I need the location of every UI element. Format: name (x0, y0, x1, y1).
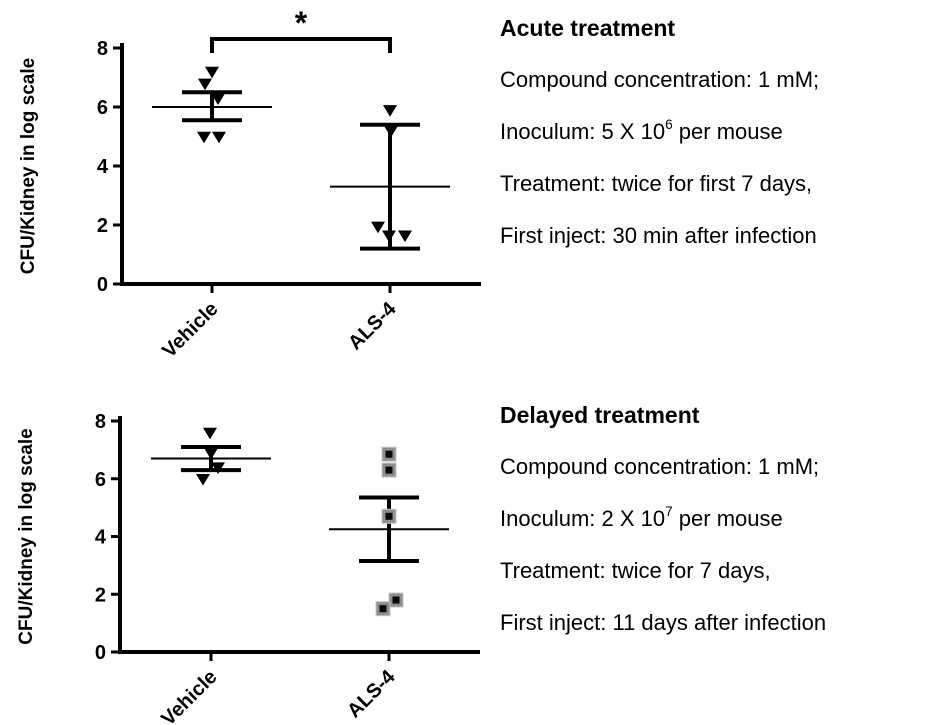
x-category-label: ALS-4 (343, 665, 400, 722)
data-point-triangle (203, 427, 217, 440)
note-superscript: 7 (665, 503, 673, 519)
y-tick-label: 2 (95, 584, 106, 606)
group-als-4: ALS-4 (330, 105, 450, 354)
note-text: per mouse (672, 119, 783, 144)
acute-note-line-concentration: Compound concentration: 1 mM; (500, 54, 926, 106)
x-category-label: Vehicle (157, 666, 221, 725)
note-text: First inject: 11 days after infection (500, 610, 827, 635)
x-category-label: ALS-4 (344, 297, 401, 354)
acute-note-line-first-inject: First inject: 30 min after infection (500, 210, 926, 262)
y-axis-label: CFU/Kidney in log scale (16, 428, 37, 644)
note-superscript: 6 (665, 116, 673, 132)
y-tick-label: 6 (95, 469, 106, 491)
acute-notes-block: Acute treatment Compound concentration: … (500, 2, 926, 262)
x-category-label: Vehicle (158, 298, 222, 362)
significance-bracket (210, 37, 392, 53)
delayed-note-line-inoculum: Inoculum: 2 X 107 per mouse (500, 493, 926, 545)
data-point-square-center (379, 605, 387, 613)
y-tick-label: 8 (97, 38, 108, 60)
note-text: Inoculum: 5 X 10 (500, 119, 666, 144)
data-point-square-center (385, 466, 393, 474)
note-text: per mouse (672, 506, 783, 531)
data-point-triangle (398, 230, 412, 243)
y-tick-label: 4 (97, 156, 109, 178)
data-point-square-center (385, 450, 393, 458)
note-text: Compound concentration: 1 mM; (500, 67, 820, 92)
acute-notes-title: Acute treatment (500, 15, 676, 41)
note-text: Treatment: twice for first 7 days, (500, 171, 813, 196)
delayed-note-line-first-inject: First inject: 11 days after infection (500, 597, 926, 649)
data-point-triangle (371, 221, 385, 234)
delayed-notes-block: Delayed treatment Compound concentration… (500, 389, 926, 649)
note-text: Compound concentration: 1 mM; (500, 454, 820, 479)
data-point-triangle (196, 473, 210, 486)
y-tick-label: 6 (97, 97, 108, 119)
data-point-triangle (212, 131, 226, 144)
data-point-square-center (385, 512, 393, 520)
y-tick-label: 0 (97, 274, 108, 296)
delayed-notes-title: Delayed treatment (500, 402, 700, 428)
data-point-triangle (197, 131, 211, 144)
group-als-4: ALS-4 (329, 446, 449, 722)
data-point-triangle (383, 105, 397, 117)
group-vehicle: Vehicle (152, 66, 272, 362)
y-tick-label: 4 (95, 527, 107, 549)
y-axis-label: CFU/Kidney in log scale (18, 58, 39, 274)
significance-star: * (295, 5, 308, 41)
delayed-note-line-treatment: Treatment: twice for 7 days, (500, 545, 926, 597)
data-point-triangle (211, 93, 225, 105)
data-point-triangle (205, 66, 219, 79)
data-point-triangle (198, 78, 212, 91)
y-tick-label: 0 (95, 642, 106, 664)
delayed-treatment-chart: 0 2 4 6 8 CFU/Kidney in log scale Vehicle ALS-4 (16, 411, 480, 725)
data-point-square-center (392, 596, 400, 604)
data-point-triangle (204, 447, 218, 460)
acute-treatment-chart: 0 2 4 6 8 CFU/Kidney in log scale Vehicle ALS-4… (18, 5, 481, 362)
note-text: Inoculum: 2 X 10 (500, 506, 666, 531)
data-point-triangle (211, 462, 225, 474)
note-text: Treatment: twice for 7 days, (500, 558, 771, 583)
y-tick-label: 2 (97, 215, 108, 237)
acute-note-line-treatment: Treatment: twice for first 7 days, (500, 158, 926, 210)
y-tick-label: 8 (95, 411, 106, 433)
group-vehicle: Vehicle (151, 427, 271, 725)
data-point-triangle (384, 125, 398, 138)
delayed-note-line-concentration: Compound concentration: 1 mM; (500, 441, 926, 493)
data-point-triangle (382, 230, 396, 243)
note-text: First inject: 30 min after infection (500, 223, 817, 248)
acute-note-line-inoculum: Inoculum: 5 X 106 per mouse (500, 106, 926, 158)
